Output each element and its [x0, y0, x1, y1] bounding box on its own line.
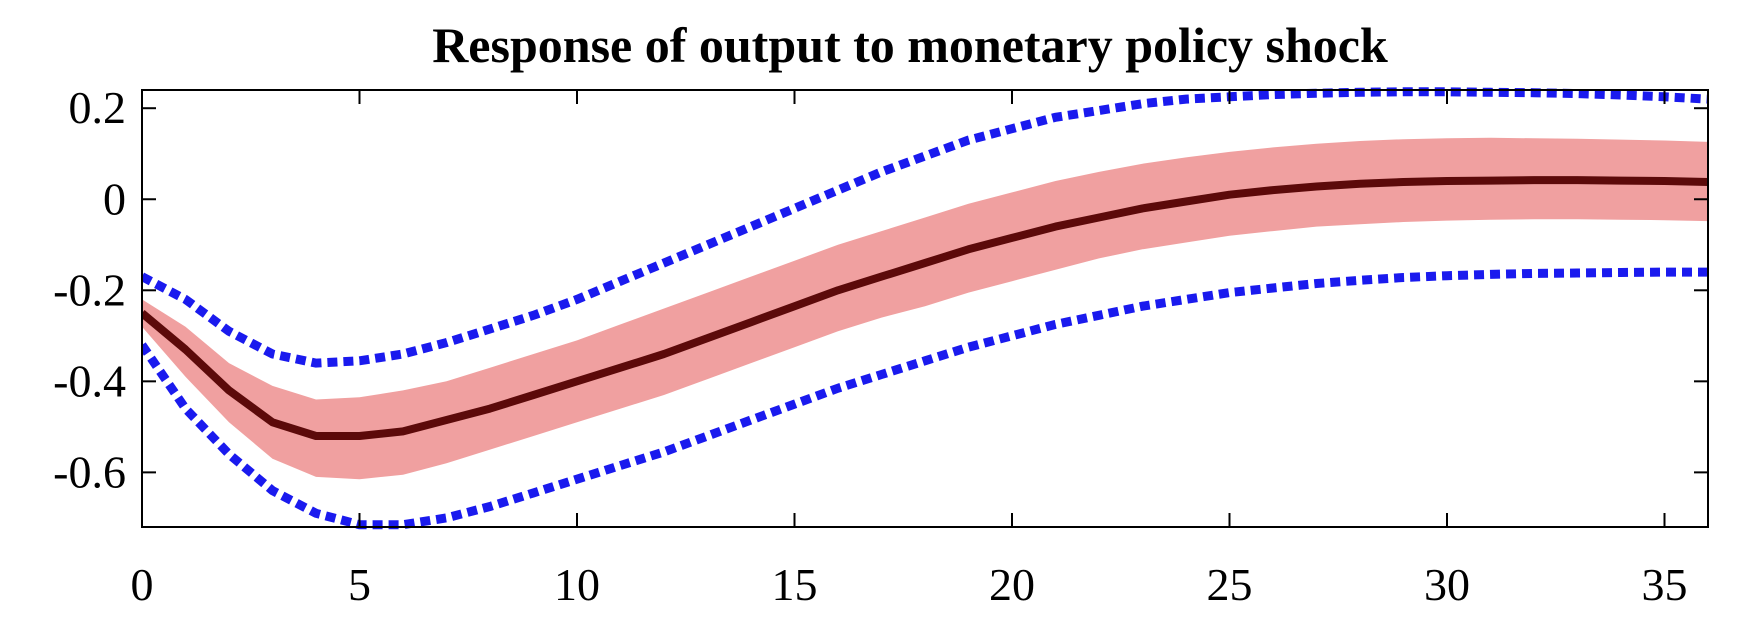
- x-tick-label: 10: [554, 559, 600, 610]
- axes: [141, 89, 1709, 528]
- median-response-line: [142, 176, 1708, 440]
- plot-area: [142, 87, 1708, 530]
- outer-band-lower-line: [142, 267, 1708, 530]
- x-tick-label: 20: [989, 559, 1035, 610]
- y-tick-label: 0.2: [69, 82, 127, 133]
- x-tick-label: 30: [1424, 559, 1470, 610]
- y-tick-label: -0.4: [53, 355, 126, 406]
- axes-frame: [141, 89, 1709, 528]
- y-axis-ticks: 0.2 0 -0.2 -0.4 -0.6: [53, 82, 1708, 497]
- x-tick-label: 5: [348, 559, 371, 610]
- x-tick-label: 0: [131, 559, 154, 610]
- x-tick-label: 35: [1642, 559, 1688, 610]
- y-tick-label: 0: [103, 173, 126, 224]
- x-tick-label: 15: [772, 559, 818, 610]
- x-tick-label: 25: [1207, 559, 1253, 610]
- chart-title: Response of output to monetary policy sh…: [432, 17, 1388, 73]
- y-tick-label: -0.6: [53, 446, 126, 497]
- y-tick-label: -0.2: [53, 264, 126, 315]
- x-axis-ticks: 0 5 10 15 20 25 30 35: [131, 90, 1688, 610]
- inner-credible-band: [142, 137, 1708, 480]
